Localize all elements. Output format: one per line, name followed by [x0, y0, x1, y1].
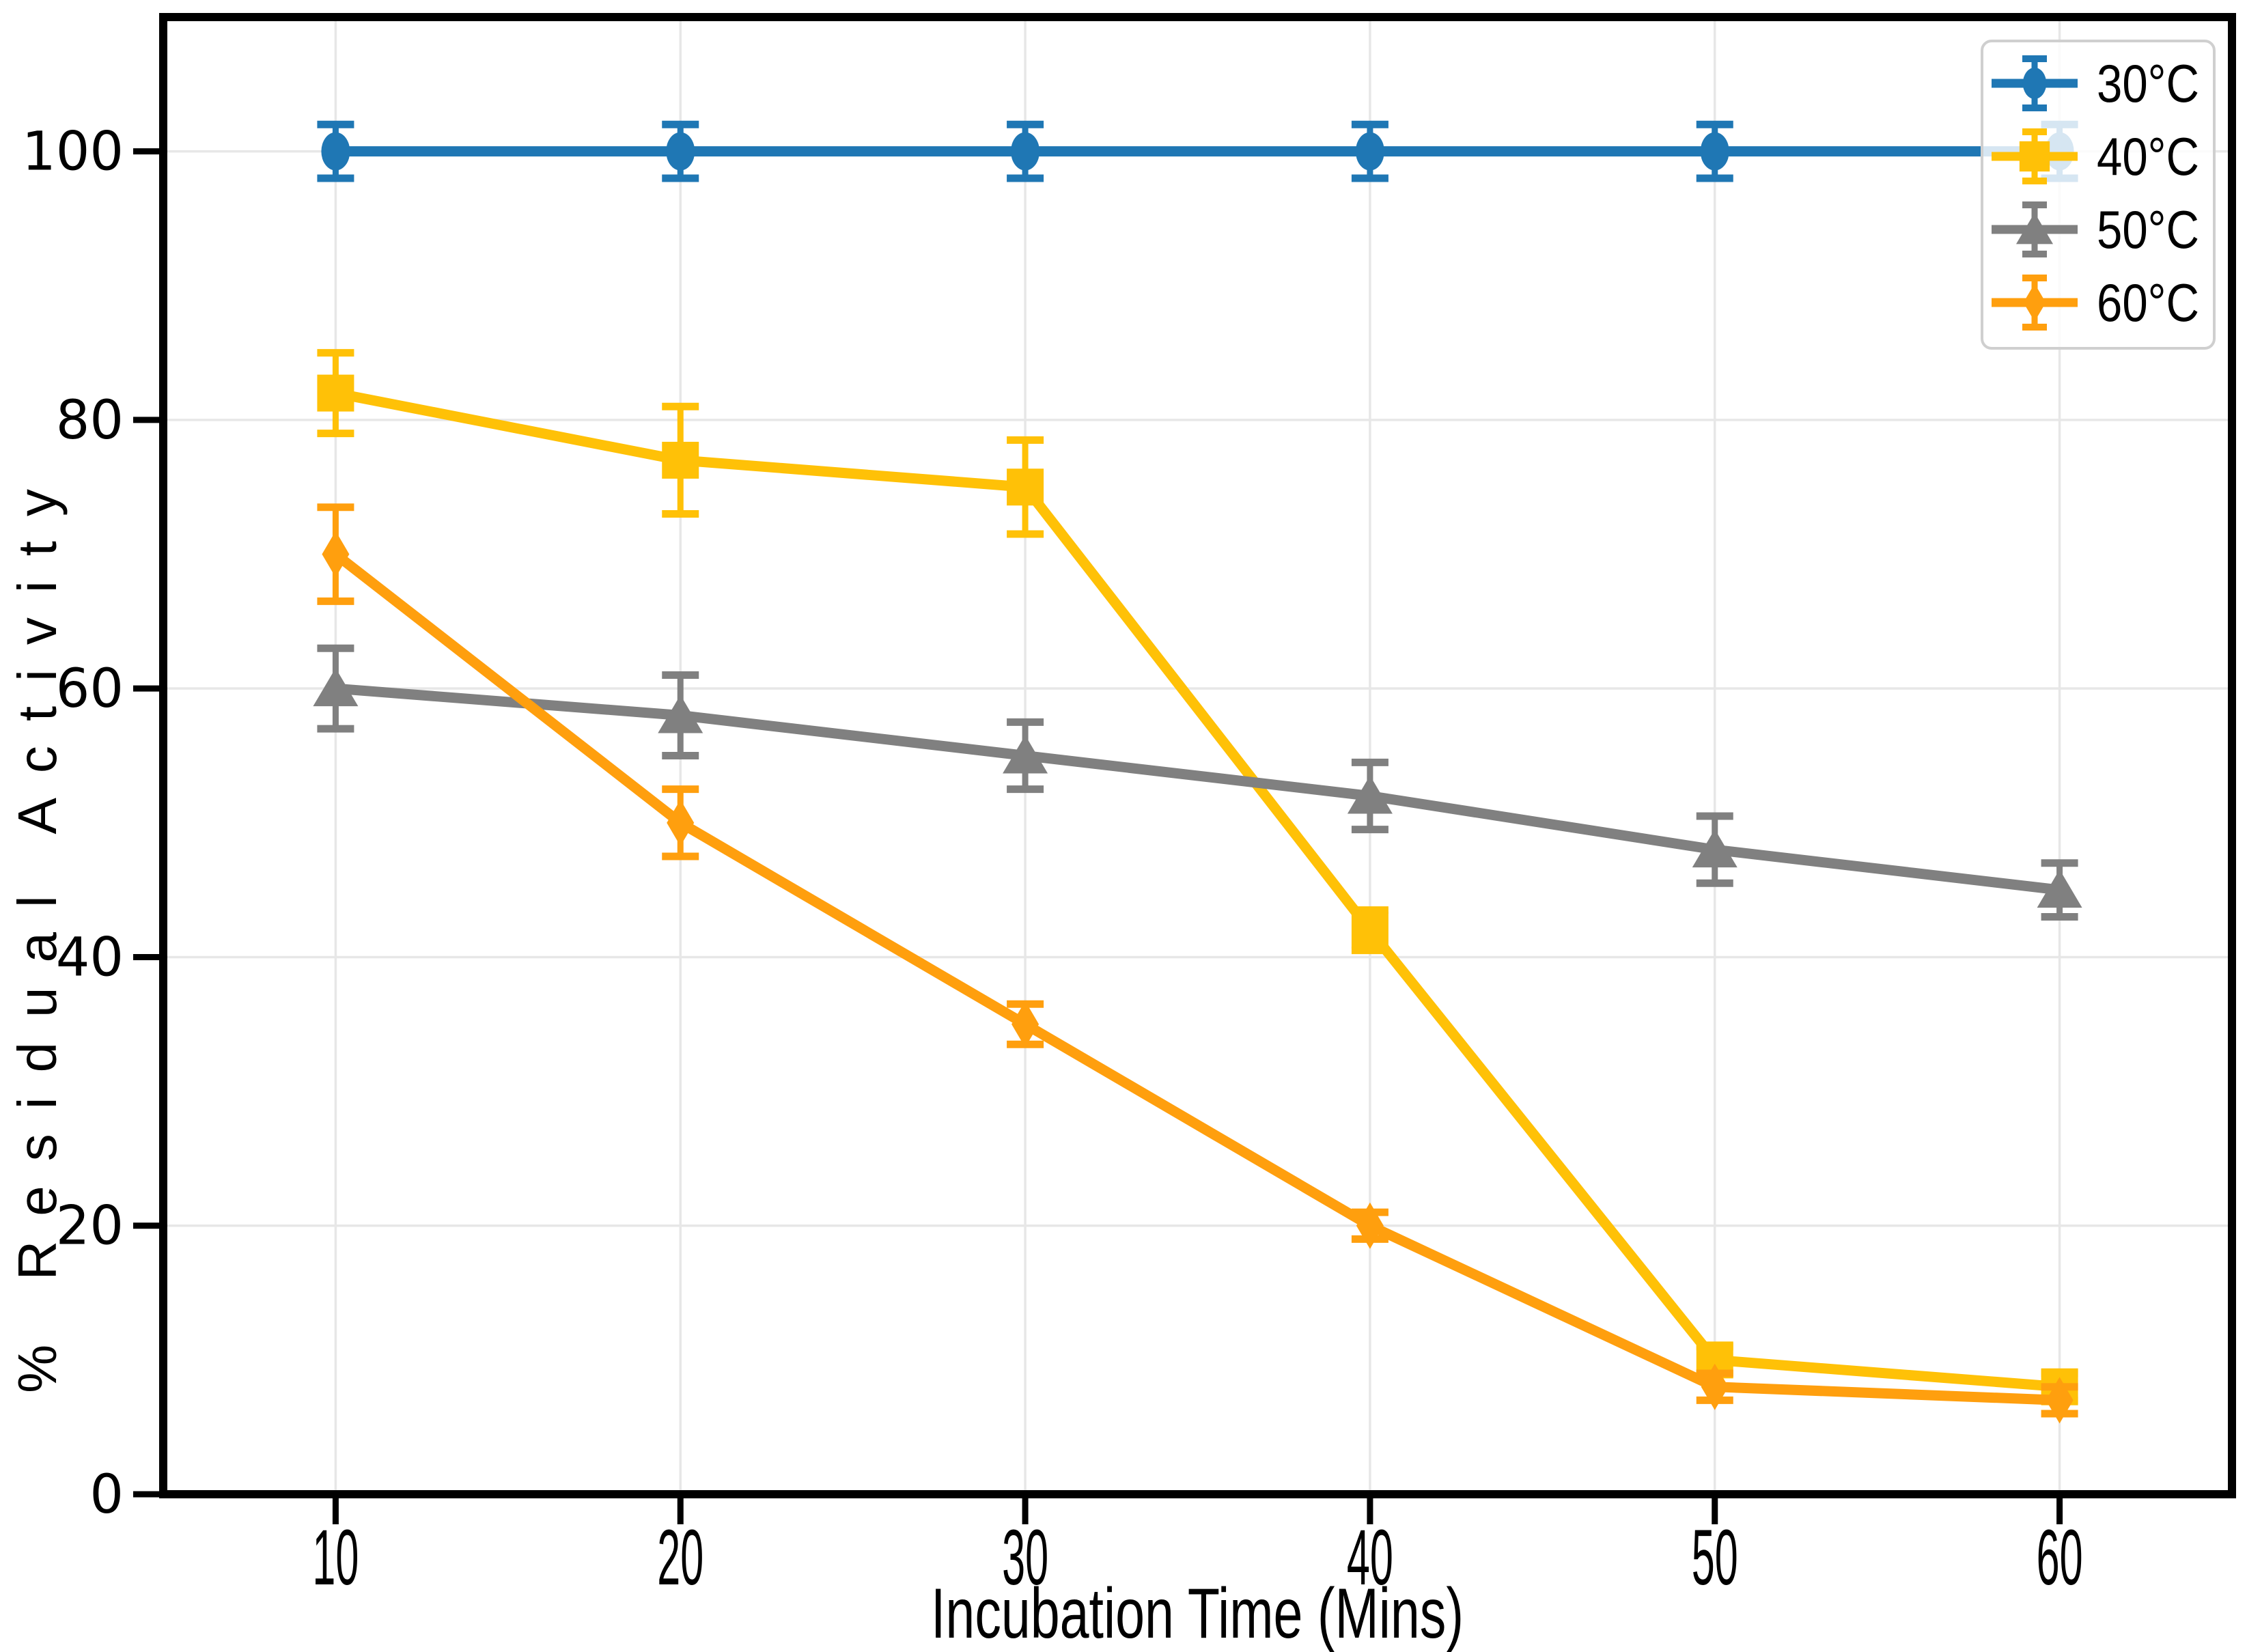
series-line — [335, 683, 2061, 895]
series-40C — [317, 349, 2078, 1405]
gridlines — [163, 17, 2232, 1494]
data-point-marker-diamond — [322, 531, 350, 578]
y-tick-label: 80 — [56, 390, 124, 451]
axis-ticks-and-labels: 10 20 30 40 50 60 0 20 40 60 80 100 — [22, 122, 2082, 1601]
legend-entry: 50°C — [1992, 199, 2199, 260]
plot-frame — [159, 13, 2236, 1498]
series-50C — [313, 644, 2082, 921]
data-point-marker-diamond — [2046, 1377, 2074, 1424]
x-tick-label: 10 — [312, 1514, 359, 1601]
x-tick-label: 30 — [1002, 1514, 1048, 1601]
legend-box — [1981, 40, 2216, 350]
data-point-marker-triangle — [313, 668, 359, 707]
y-tick-label: 0 — [89, 1464, 124, 1526]
data-point-marker-triangle — [2015, 212, 2054, 244]
data-point-marker-triangle — [1692, 829, 1737, 868]
legend-label: 30°C — [2097, 53, 2199, 113]
data-point-marker-square — [317, 374, 354, 412]
data-point-marker-diamond — [667, 799, 695, 846]
x-tick-label: 60 — [2037, 1514, 2083, 1601]
legend-entry: 40°C — [1992, 126, 2199, 186]
legend-label: 60°C — [2097, 272, 2199, 333]
data-series — [313, 120, 2082, 1424]
data-point-marker-circle — [1700, 132, 1729, 171]
data-point-marker-diamond — [1356, 1202, 1384, 1249]
data-point-marker-triangle — [1003, 735, 1048, 774]
x-tick-label: 50 — [1692, 1514, 1738, 1601]
data-point-marker-diamond — [1701, 1363, 1729, 1410]
y-tick-label: 20 — [56, 1196, 124, 1257]
series-line — [334, 388, 2061, 1392]
data-point-marker-square — [1351, 912, 1388, 949]
data-point-marker-diamond — [2023, 283, 2046, 322]
data-point-marker-circle — [1355, 132, 1384, 171]
legend-label: 50°C — [2097, 199, 2199, 260]
y-tick-label: 100 — [22, 122, 124, 183]
y-tick-label: 40 — [56, 927, 124, 988]
data-point-marker-square — [1007, 468, 1044, 506]
series-60C — [317, 503, 2078, 1424]
data-point-marker-circle — [321, 132, 350, 171]
y-axis-title: % Residual Activity — [7, 464, 68, 1393]
data-point-marker-square — [2019, 141, 2050, 172]
data-point-marker-diamond — [1011, 1000, 1039, 1048]
series-line — [332, 550, 2060, 1405]
series-30C — [317, 120, 2078, 182]
data-point-marker-triangle — [1347, 775, 1393, 814]
legend-entry: 30°C — [1992, 53, 2199, 113]
data-point-marker-circle — [666, 132, 695, 171]
x-axis-title: Incubation Time (Mins) — [931, 1574, 1464, 1652]
data-point-marker-triangle — [658, 695, 703, 733]
legend-label: 40°C — [2097, 126, 2199, 186]
legend: 30°C 40°C 50°C 60°C — [1981, 40, 2216, 350]
data-point-marker-circle — [1011, 132, 1040, 171]
data-point-marker-circle — [2022, 68, 2047, 99]
data-point-marker-square — [662, 441, 699, 479]
data-point-marker-triangle — [2037, 869, 2082, 908]
legend-entry: 60°C — [1992, 272, 2199, 333]
x-tick-label: 20 — [657, 1514, 703, 1601]
x-tick-label: 40 — [1347, 1514, 1393, 1601]
y-tick-label: 60 — [56, 658, 124, 720]
